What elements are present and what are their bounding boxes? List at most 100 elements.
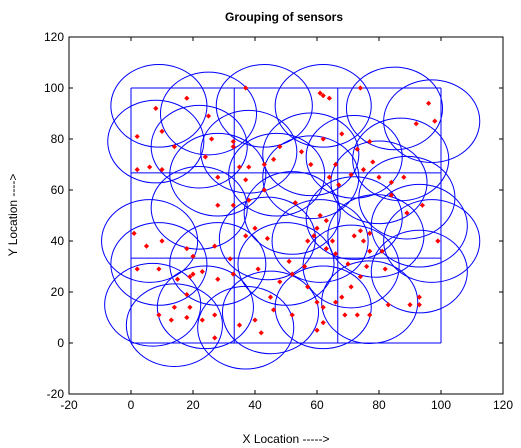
sensor-point bbox=[298, 149, 305, 155]
sensor-point bbox=[320, 304, 326, 310]
sensor-point bbox=[134, 266, 140, 272]
sensor-point bbox=[252, 317, 258, 323]
sensor-point bbox=[367, 138, 373, 145]
x-tick-label: 120 bbox=[493, 398, 513, 412]
cluster-circle bbox=[169, 222, 267, 306]
cluster-circle bbox=[221, 270, 320, 355]
sensor-point bbox=[230, 202, 236, 208]
cluster-circle bbox=[215, 64, 313, 148]
x-tick-label: 40 bbox=[248, 398, 262, 412]
sensor-point bbox=[323, 218, 329, 224]
cluster-circle bbox=[274, 64, 372, 148]
x-tick-label: 20 bbox=[186, 398, 200, 412]
sensor-point bbox=[199, 317, 205, 323]
sensor-point bbox=[215, 202, 221, 208]
sensor-point bbox=[302, 263, 308, 270]
sensor-point bbox=[320, 320, 326, 326]
sensor-point bbox=[236, 322, 243, 328]
sensor-point bbox=[153, 105, 159, 111]
sensor-point bbox=[360, 167, 367, 173]
sensor-point bbox=[184, 246, 190, 252]
sensor-point bbox=[236, 164, 243, 170]
sensor-point bbox=[314, 327, 320, 333]
sensor-point bbox=[184, 291, 190, 298]
sensor-point bbox=[388, 179, 394, 185]
y-tick-label: 20 bbox=[51, 285, 65, 299]
sensor-point bbox=[320, 136, 326, 142]
sensor-point bbox=[277, 279, 283, 285]
sensor-point bbox=[212, 312, 218, 318]
tick-layer: -20 0 20 40 60 80 100 120 -20 0 20 40 60 80 100 120 bbox=[44, 30, 513, 412]
sensor-point bbox=[305, 238, 311, 244]
y-tick-label: 100 bbox=[44, 81, 64, 95]
sensor-point bbox=[401, 174, 407, 180]
sensor-point bbox=[159, 238, 165, 244]
sensor-point bbox=[404, 210, 410, 216]
sensor-point bbox=[243, 233, 249, 239]
sensor-point bbox=[336, 182, 342, 188]
x-tick-label: 60 bbox=[310, 398, 324, 412]
grid-layer bbox=[130, 87, 442, 344]
sensor-point bbox=[258, 330, 264, 336]
sensor-point bbox=[339, 131, 345, 137]
cluster-circle bbox=[274, 265, 372, 350]
cluster-circle bbox=[352, 117, 450, 202]
cluster-circle bbox=[330, 140, 428, 225]
sensor-point bbox=[156, 266, 162, 272]
sensor-point bbox=[345, 261, 351, 267]
sensor-point bbox=[379, 248, 385, 254]
sensor-point bbox=[364, 263, 370, 270]
sensor-point bbox=[261, 161, 267, 168]
sensor-point bbox=[339, 294, 345, 300]
sensor-point bbox=[329, 238, 336, 244]
chart-title: Grouping of sensors bbox=[225, 10, 343, 24]
cluster-circle bbox=[327, 194, 425, 278]
x-tick-label: 80 bbox=[372, 398, 386, 412]
sensor-point bbox=[416, 294, 422, 300]
sensor-point bbox=[230, 138, 236, 145]
cluster-circle-layer bbox=[101, 64, 481, 370]
sensor-point bbox=[317, 90, 323, 96]
sensor-point bbox=[333, 251, 339, 257]
sensor-point bbox=[230, 271, 236, 277]
sensor-point bbox=[215, 276, 221, 282]
sensor-point bbox=[376, 174, 382, 180]
cluster-circle bbox=[370, 183, 468, 268]
sensor-point bbox=[168, 317, 174, 323]
sensor-point bbox=[416, 302, 422, 308]
sensor-point bbox=[326, 174, 332, 180]
cluster-circle bbox=[150, 104, 248, 189]
sensor-point bbox=[159, 167, 165, 173]
sensor-point bbox=[159, 128, 165, 134]
sensor-point bbox=[367, 312, 373, 318]
sensor-point bbox=[286, 258, 292, 264]
sensor-point bbox=[326, 95, 332, 101]
sensor-point bbox=[342, 312, 348, 318]
sensor-point bbox=[388, 192, 394, 198]
sensor-point bbox=[174, 276, 181, 282]
sensor-point bbox=[212, 335, 218, 341]
sensor-point bbox=[199, 269, 205, 275]
sensor-point bbox=[305, 284, 311, 290]
y-tick-label: 80 bbox=[51, 132, 65, 146]
sensor-point bbox=[230, 144, 236, 150]
sensor-point bbox=[264, 235, 270, 242]
sensor-point bbox=[187, 304, 193, 310]
sensor-point bbox=[413, 121, 419, 127]
sensor-point bbox=[171, 304, 177, 310]
sensor-point bbox=[367, 248, 373, 254]
cluster-circle bbox=[150, 166, 248, 250]
cluster-circle bbox=[200, 109, 298, 194]
sensor-point bbox=[351, 233, 357, 239]
sensor-point bbox=[255, 266, 261, 272]
cluster-circle bbox=[125, 283, 223, 367]
sensor-point bbox=[320, 93, 326, 99]
cluster-circle bbox=[305, 176, 403, 260]
sensor-point bbox=[357, 85, 363, 91]
sensor-point bbox=[314, 225, 320, 231]
sensor-point bbox=[308, 161, 314, 168]
sensor-point bbox=[227, 256, 233, 262]
sensor-point bbox=[407, 302, 413, 308]
sensor-point bbox=[357, 274, 363, 280]
